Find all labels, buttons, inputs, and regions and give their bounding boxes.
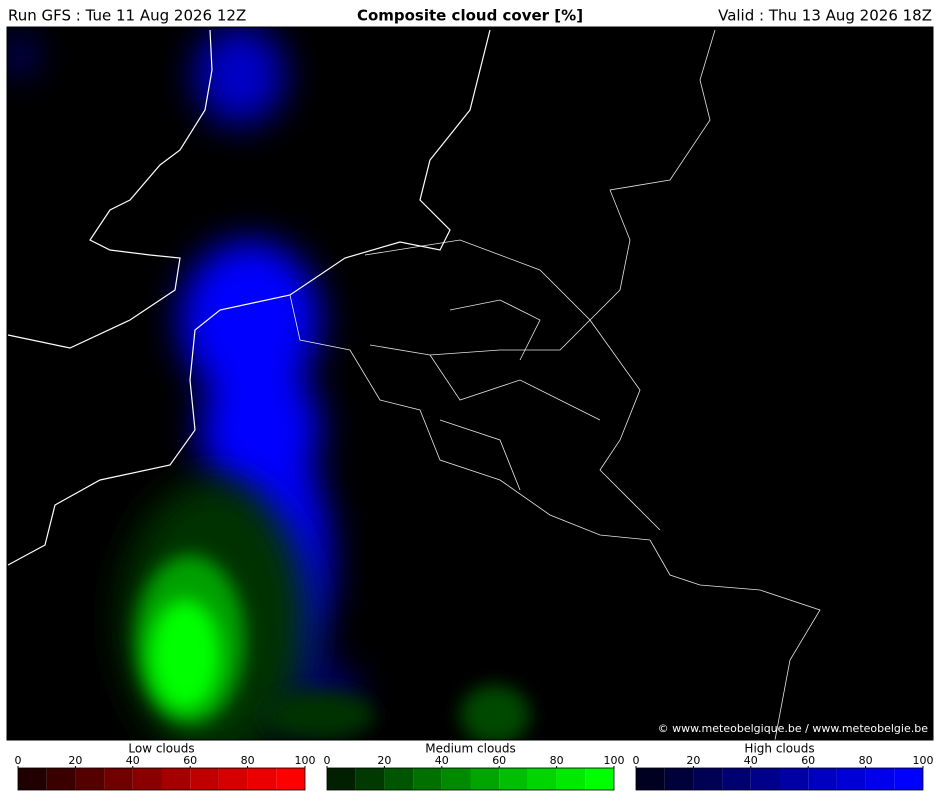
tick-label: 40 bbox=[435, 754, 449, 767]
color-segment bbox=[779, 768, 809, 790]
tick-label: 80 bbox=[859, 754, 873, 767]
tick-label: 40 bbox=[126, 754, 140, 767]
color-segment bbox=[470, 768, 500, 790]
color-segment bbox=[808, 768, 837, 790]
color-segment bbox=[247, 768, 277, 790]
tick-label: 0 bbox=[324, 754, 331, 767]
legend-title: Medium clouds bbox=[425, 742, 516, 756]
map-title: Composite cloud cover [%] bbox=[357, 7, 583, 25]
color-segment bbox=[75, 768, 105, 790]
colorbar-frame bbox=[326, 767, 615, 791]
legends: Low clouds 0 20 40 60 80 100 Medium clouds 0 20 40… bbox=[15, 742, 934, 791]
color-segment bbox=[46, 768, 76, 790]
tick-label: 100 bbox=[913, 754, 934, 767]
color-segment bbox=[527, 768, 557, 790]
valid-label: Valid : Thu 13 Aug 2026 18Z bbox=[718, 7, 932, 25]
legend-title: Low clouds bbox=[128, 742, 194, 756]
color-segment bbox=[441, 768, 471, 790]
color-segment bbox=[104, 768, 133, 790]
color-segment bbox=[722, 768, 751, 790]
color-segment bbox=[556, 768, 586, 790]
tick-label: 20 bbox=[377, 754, 391, 767]
color-segment bbox=[384, 768, 414, 790]
tick-label: 40 bbox=[744, 754, 758, 767]
color-segment bbox=[276, 768, 305, 790]
color-segment bbox=[894, 768, 923, 790]
color-segment bbox=[636, 768, 665, 790]
color-segment bbox=[585, 768, 614, 790]
map-frame bbox=[6, 26, 934, 741]
tick-label: 0 bbox=[633, 754, 640, 767]
color-segment bbox=[355, 768, 385, 790]
tick-label: 0 bbox=[15, 754, 22, 767]
tick-label: 100 bbox=[604, 754, 625, 767]
tick-label: 20 bbox=[686, 754, 700, 767]
tick-label: 20 bbox=[68, 754, 82, 767]
color-segment bbox=[132, 768, 162, 790]
run-label: Run GFS : Tue 11 Aug 2026 12Z bbox=[8, 7, 246, 25]
map: © www.meteobelgique.be / www.meteobelgie… bbox=[7, 27, 933, 740]
color-segment bbox=[161, 768, 191, 790]
color-segment bbox=[664, 768, 694, 790]
medium-cloud-field bbox=[120, 480, 530, 740]
color-segment bbox=[413, 768, 442, 790]
color-segment bbox=[499, 768, 528, 790]
tick-label: 80 bbox=[550, 754, 564, 767]
colorbar-frame bbox=[635, 767, 924, 791]
tick-label: 60 bbox=[801, 754, 815, 767]
color-segment bbox=[693, 768, 723, 790]
color-segment bbox=[190, 768, 219, 790]
color-segment bbox=[327, 768, 356, 790]
tick-label: 80 bbox=[241, 754, 255, 767]
tick-label: 60 bbox=[183, 754, 197, 767]
tick-label: 100 bbox=[295, 754, 316, 767]
color-segment bbox=[18, 768, 47, 790]
color-segment bbox=[836, 768, 866, 790]
colorbar-frame bbox=[17, 767, 306, 791]
color-segment bbox=[218, 768, 248, 790]
copyright: © www.meteobelgique.be / www.meteobelgie… bbox=[658, 722, 929, 735]
legend-title: High clouds bbox=[744, 742, 814, 756]
color-segment bbox=[865, 768, 895, 790]
tick-label: 60 bbox=[492, 754, 506, 767]
color-segment bbox=[750, 768, 780, 790]
